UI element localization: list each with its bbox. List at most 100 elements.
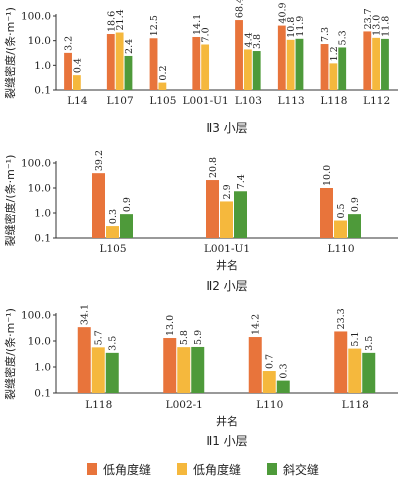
bar <box>262 371 276 393</box>
data-label: 2.9 <box>222 184 233 199</box>
data-label: 0.7 <box>265 354 276 369</box>
data-label: 21.4 <box>115 9 126 30</box>
data-label: 5.1 <box>350 331 361 346</box>
x-tick-label: L103 <box>235 95 262 107</box>
y-axis-label: 裂缝密度/(条·m⁻¹) <box>3 155 17 247</box>
bar <box>77 327 91 393</box>
bar <box>334 331 348 393</box>
bar <box>163 338 177 393</box>
figure: 0.1 1.0 10.0 100.0 裂缝密度/(条·m⁻¹) 3.2 0.4 L14 18.6… <box>3 0 398 448</box>
y-tick-label: 100.0 <box>21 158 51 170</box>
bar <box>348 348 362 393</box>
y-tick-label: 10.0 <box>28 35 51 47</box>
bar <box>338 47 347 90</box>
bar <box>158 82 167 90</box>
data-label: 11.9 <box>295 16 306 37</box>
x-tick-label: L110 <box>256 399 283 411</box>
data-label: 0.3 <box>279 363 290 378</box>
data-label: 7.3 <box>320 27 331 42</box>
bar <box>124 55 133 90</box>
bar <box>92 173 105 238</box>
data-label: 4.4 <box>243 32 254 47</box>
bar <box>234 191 247 238</box>
bar <box>329 63 338 90</box>
x-tick-label: L110 <box>327 243 354 255</box>
x-tick-label: L002-1 <box>166 399 203 411</box>
y-tick-label: 10.0 <box>28 183 51 195</box>
bar <box>64 52 72 90</box>
chart-title: Ⅱ1 小层 <box>206 434 247 448</box>
data-label: 0.2 <box>158 65 169 80</box>
bar <box>243 49 252 90</box>
data-label: 0.9 <box>350 197 361 212</box>
bar <box>192 36 201 90</box>
data-label: 23.3 <box>336 308 347 329</box>
bar <box>277 25 286 90</box>
bar <box>334 220 347 238</box>
x-tick-label: L112 <box>363 95 390 107</box>
bar <box>106 226 119 238</box>
data-label: 13.0 <box>372 15 383 36</box>
data-label: 10.8 <box>286 17 297 38</box>
data-label: 0.3 <box>108 209 119 224</box>
x-tick-label: L118 <box>320 95 347 107</box>
x-tick-label: L14 <box>67 95 88 107</box>
bar <box>363 31 372 90</box>
bar <box>235 20 243 90</box>
legend-item-low-angle-1: 低角度缝 <box>86 461 151 478</box>
y-tick-label: 0.1 <box>34 233 51 245</box>
data-label: 0.5 <box>336 203 347 218</box>
data-label: 13.0 <box>165 315 176 336</box>
legend-label: 低角度缝 <box>102 462 151 477</box>
y-axis-label: 裂缝密度/(条·m⁻¹) <box>3 308 17 400</box>
data-label: 3.5 <box>364 336 375 351</box>
data-label: 5.3 <box>338 30 349 45</box>
x-tick-label: L118 <box>85 399 112 411</box>
legend-item-oblique: 斜交缝 <box>267 461 319 478</box>
x-axis-label: 井名 <box>216 258 238 272</box>
data-label: 2.4 <box>124 39 135 54</box>
data-label: 7.0 <box>201 27 212 42</box>
data-label: 1.2 <box>329 46 340 61</box>
x-tick-label: L001-U1 <box>204 243 250 255</box>
data-label: 5.9 <box>193 330 204 345</box>
data-label: 11.8 <box>380 16 391 37</box>
y-tick-label: 10.0 <box>28 336 51 348</box>
data-label: 40.9 <box>277 2 288 23</box>
data-label: 3.5 <box>108 336 119 351</box>
bar <box>105 352 119 393</box>
data-label: 7.4 <box>236 174 247 189</box>
legend-swatch-orange <box>86 463 97 475</box>
legend-item-low-angle-2: 低角度缝 <box>176 461 241 478</box>
x-tick-label: L118 <box>342 399 369 411</box>
y-axis-label: 裂缝密度/(条·m⁻¹) <box>3 7 17 99</box>
bar <box>252 51 261 90</box>
x-tick-label: L113 <box>278 95 305 107</box>
data-label: 5.7 <box>94 330 105 345</box>
bar <box>72 75 81 90</box>
bar <box>91 347 105 393</box>
bar <box>248 337 262 393</box>
data-label: 20.8 <box>208 157 219 178</box>
data-label: 39.2 <box>94 150 105 171</box>
bar <box>320 44 329 90</box>
data-label: 14.2 <box>251 314 262 335</box>
legend-swatch-green <box>267 463 277 475</box>
data-label: 0.4 <box>72 58 83 73</box>
y-tick-label: 0.1 <box>34 388 51 400</box>
bar <box>276 380 290 393</box>
legend-label: 低角度缝 <box>192 462 241 477</box>
bar <box>115 32 124 90</box>
bar <box>220 201 233 238</box>
bar <box>372 37 381 90</box>
data-label: 3.2 <box>64 36 75 51</box>
y-tick-label: 1.0 <box>34 362 51 374</box>
bar <box>348 214 361 238</box>
bar <box>286 39 295 90</box>
chart-title: Ⅱ2 小层 <box>206 279 247 293</box>
data-label: 68.4 <box>235 0 246 18</box>
data-label: 18.6 <box>106 11 117 32</box>
bar <box>201 44 210 90</box>
chart-title: Ⅱ3 小层 <box>206 121 247 135</box>
data-label: 14.1 <box>192 14 203 35</box>
